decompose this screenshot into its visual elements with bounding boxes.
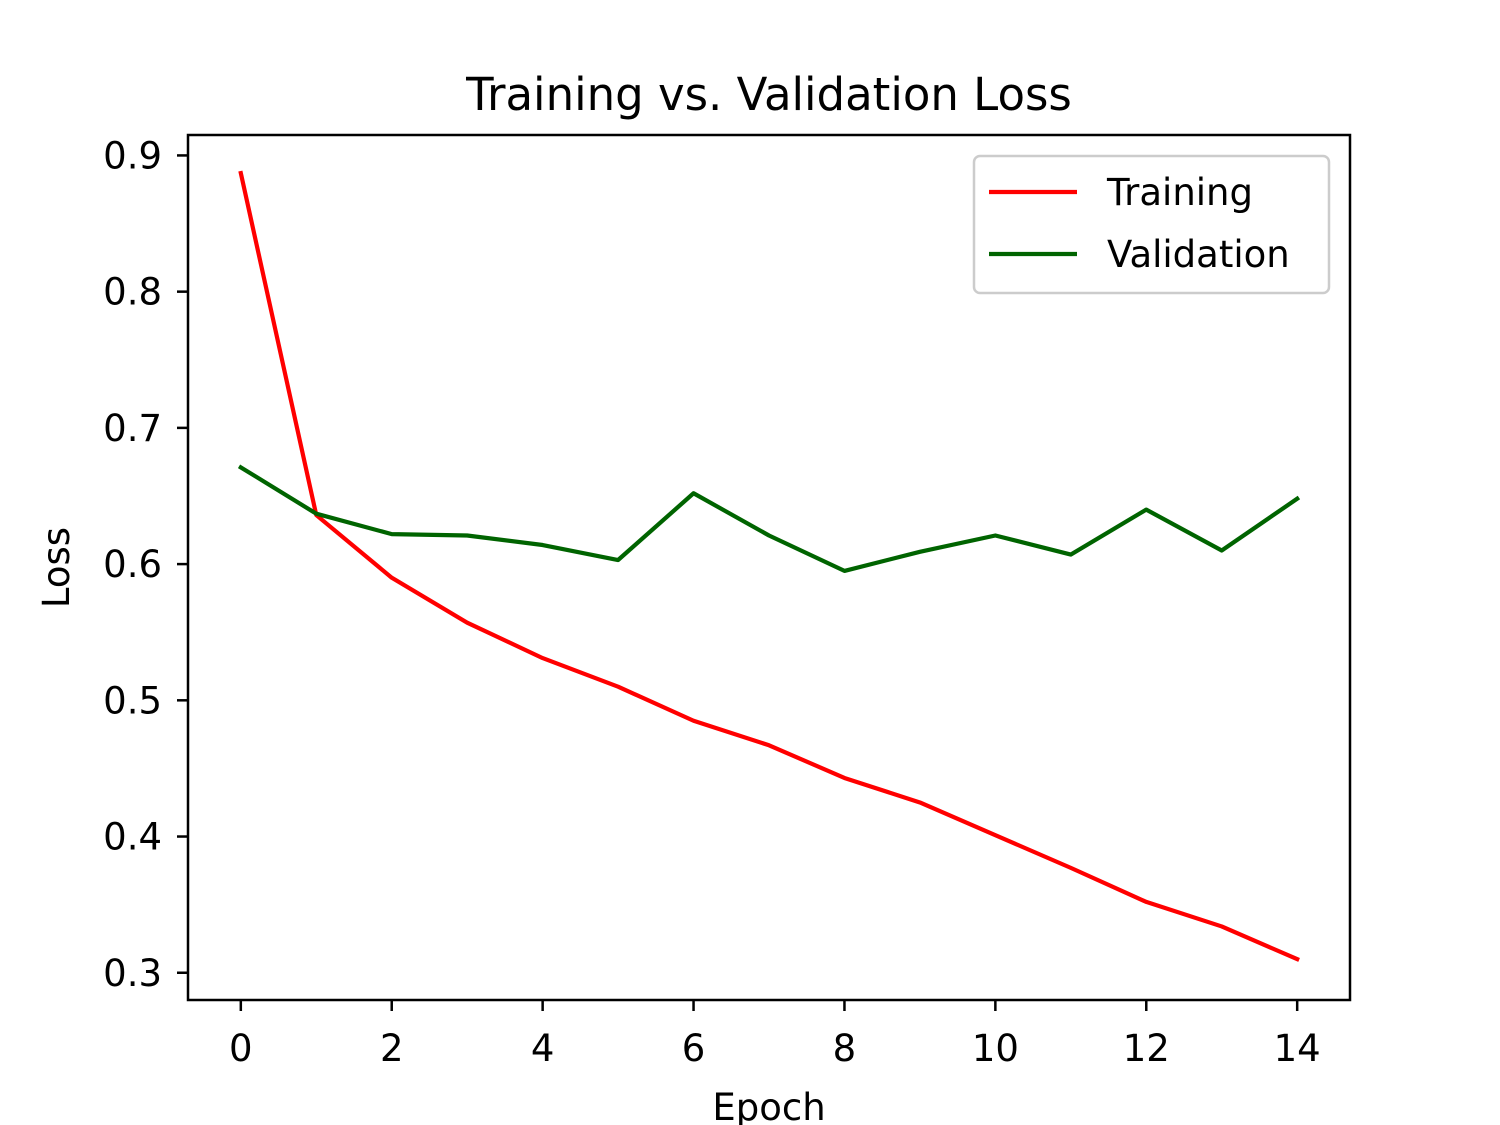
- x-tick-label: 2: [380, 1027, 404, 1070]
- y-axis: 0.3 0.4 0.5 0.6 0.7 0.8 0.9: [103, 134, 188, 995]
- y-axis-label: Loss: [35, 527, 78, 608]
- y-tick-label: 0.9: [103, 134, 162, 177]
- x-tick-label: 8: [833, 1027, 857, 1070]
- legend: Training Validation: [972, 154, 1331, 295]
- x-tick-label: 10: [972, 1027, 1019, 1070]
- x-tick-label: 14: [1274, 1027, 1321, 1070]
- x-tick-label: 12: [1123, 1027, 1170, 1070]
- series-line-training: [238, 170, 1300, 962]
- x-tick-label: 4: [531, 1027, 555, 1070]
- x-axis: 0 2 4 6 8 10 12 14: [229, 1000, 1321, 1070]
- y-tick-label: 0.5: [103, 679, 162, 722]
- legend-items: Training Validation: [989, 171, 1290, 276]
- chart-title: Training vs. Validation Loss: [465, 68, 1072, 121]
- y-tick-label: 0.6: [103, 543, 162, 586]
- x-tick-label: 6: [682, 1027, 706, 1070]
- y-tick-label: 0.3: [103, 952, 162, 995]
- y-tick-label: 0.8: [103, 271, 162, 314]
- axes-frame: [186, 133, 1352, 1002]
- y-tick-label: 0.4: [103, 816, 162, 859]
- x-axis-label: Epoch: [712, 1086, 825, 1125]
- x-tick-label: 0: [229, 1027, 253, 1070]
- legend-label-validation: Validation: [1107, 233, 1290, 276]
- plot-area: [186, 133, 1352, 1002]
- y-tick-label: 0.7: [103, 407, 162, 450]
- series-layer: [237, 170, 1301, 962]
- legend-label-training: Training: [1106, 171, 1253, 214]
- series-line-validation: [237, 464, 1301, 574]
